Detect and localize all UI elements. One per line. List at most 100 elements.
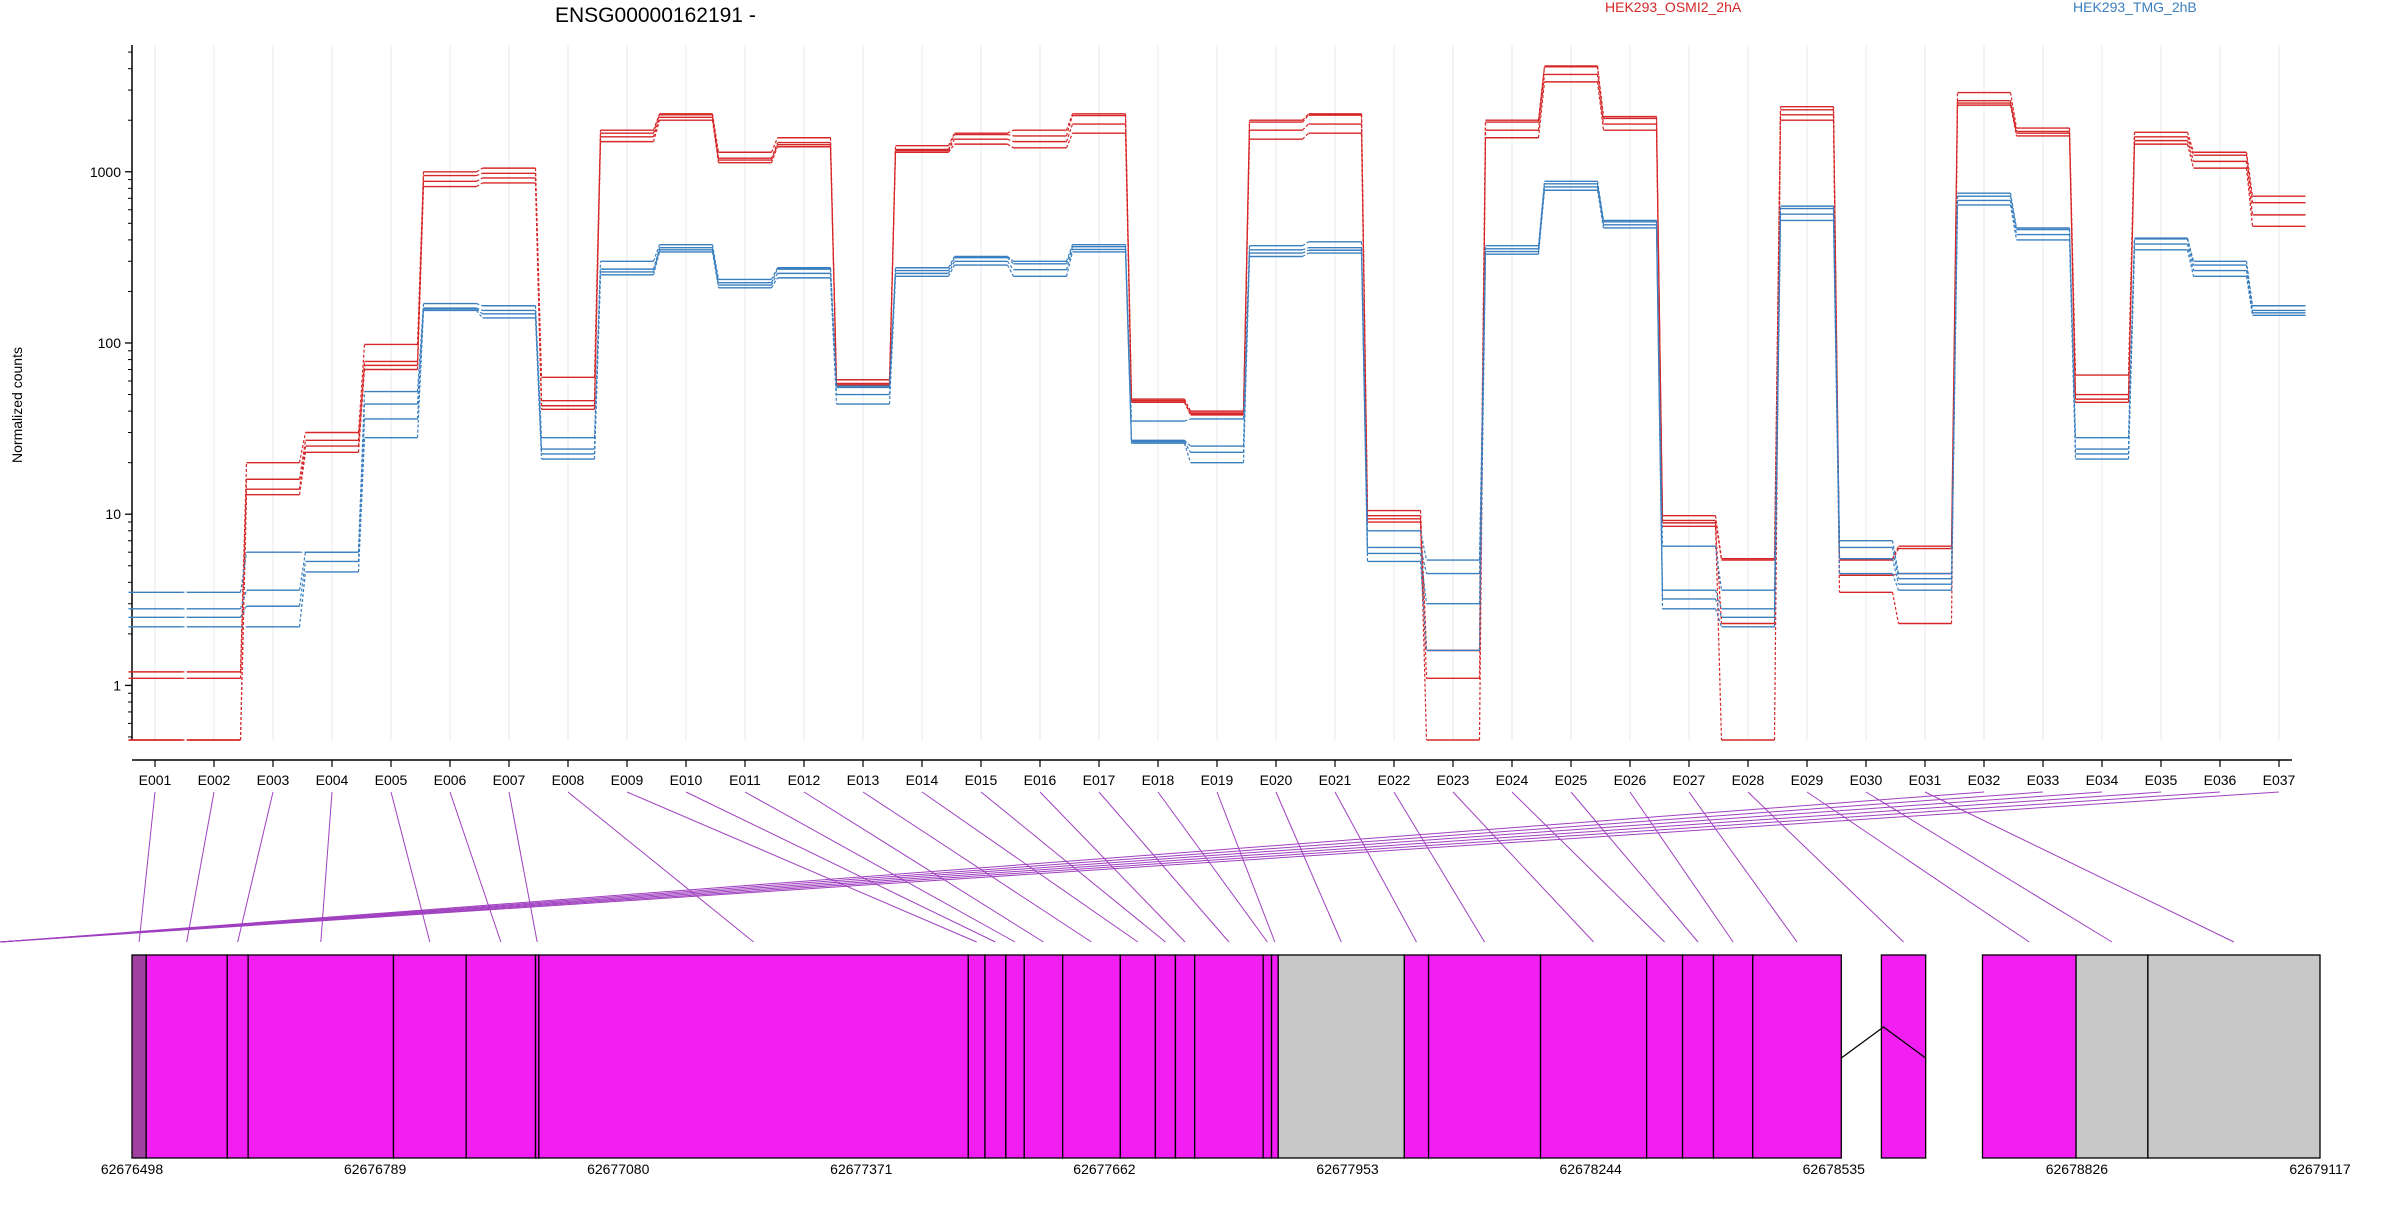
series-connector xyxy=(2245,161,2254,215)
x-tick-label-e037: E037 xyxy=(2263,772,2296,788)
series-connector xyxy=(1596,186,1605,225)
legend-entry-osmi2: HEK293_OSMI2_2hA xyxy=(1605,0,1742,15)
series-connector xyxy=(357,418,366,562)
x-tick-label-e021: E021 xyxy=(1319,772,1352,788)
series-connector xyxy=(1184,439,1191,447)
x-tick-label-e001: E001 xyxy=(139,772,172,788)
series-connector xyxy=(1537,186,1546,252)
x-axis-exon-labels: E001 E002 E003 E004 E005 E006 E007 E008 E009 E010… xyxy=(132,759,2296,788)
coord-label-4: 62677371 xyxy=(830,1161,893,1177)
series-connector xyxy=(2009,196,2018,230)
series-connector xyxy=(1302,132,1309,140)
x-tick-label-e003: E003 xyxy=(257,772,290,788)
series-connector xyxy=(1478,251,1487,604)
series-connector xyxy=(947,264,956,277)
series-connector xyxy=(1714,546,1723,591)
series-connector xyxy=(534,177,543,406)
series-connector xyxy=(298,561,307,607)
series-connector xyxy=(476,310,483,319)
x-tick-label-e011: E011 xyxy=(729,772,761,788)
series-connector xyxy=(652,117,661,137)
series-connector xyxy=(652,251,661,276)
series-connector xyxy=(1183,441,1192,453)
exon-block-15 xyxy=(1154,954,1177,1159)
series-connector xyxy=(476,172,483,177)
series-connector xyxy=(239,605,248,618)
series-connector xyxy=(829,144,838,385)
series-connector xyxy=(1124,124,1133,401)
connector-e030 xyxy=(1865,791,2113,943)
series-connector xyxy=(1065,113,1074,131)
series-connector xyxy=(948,143,955,153)
exon-block-18 xyxy=(1262,954,1273,1159)
series-connector xyxy=(1655,224,1664,599)
series-connector xyxy=(2009,102,2018,134)
series-connector xyxy=(1891,540,1900,574)
exon-block-10 xyxy=(984,954,1007,1159)
connector-e031 xyxy=(1924,791,2235,943)
series-connector xyxy=(770,267,779,280)
series-connector xyxy=(1360,253,1369,562)
series-connector xyxy=(652,120,661,142)
series-connector xyxy=(770,268,779,283)
connector-e020 xyxy=(1275,791,1342,943)
exon-block-22 xyxy=(1427,954,1542,1159)
series-connector xyxy=(2245,261,2254,306)
series-blue-8 xyxy=(128,186,2306,618)
series-connector xyxy=(2068,135,2077,403)
series-connector xyxy=(298,440,307,480)
connector-e033 xyxy=(0,791,2044,943)
series-connector xyxy=(1419,553,1428,604)
axes: 1 10 100 1000 xyxy=(90,45,133,740)
series-connector xyxy=(1302,252,1309,258)
series-connector xyxy=(1360,250,1369,554)
x-tick-label-e008: E008 xyxy=(552,772,585,788)
series-connector xyxy=(2186,140,2195,162)
series-connector xyxy=(1596,66,1605,119)
x-tick-label-e022: E022 xyxy=(1378,772,1411,788)
x-tick-label-e025: E025 xyxy=(1555,772,1588,788)
series-connector xyxy=(1007,260,1014,271)
x-tick-label-e005: E005 xyxy=(375,772,408,788)
series-connector xyxy=(2245,155,2254,203)
series-connector xyxy=(947,261,956,274)
coord-label-9: 62678826 xyxy=(2046,1161,2109,1177)
series-connector xyxy=(298,571,307,627)
series-connector xyxy=(476,307,483,311)
x-tick-label-e032: E032 xyxy=(1968,772,2001,788)
x-tick-label-e010: E010 xyxy=(670,772,703,788)
x-tick-label-e013: E013 xyxy=(847,772,880,788)
series-connector xyxy=(652,113,661,131)
connector-e021 xyxy=(1334,791,1417,943)
series-connector xyxy=(770,273,779,286)
connector-e013 xyxy=(862,791,1092,943)
exon-block-2 xyxy=(145,954,228,1159)
x-tick-label-e028: E028 xyxy=(1732,772,1765,788)
y-tick-label-10: 10 xyxy=(105,506,121,522)
series-connector xyxy=(1537,81,1546,138)
x-tick-label-e016: E016 xyxy=(1024,772,1057,788)
series-connector xyxy=(534,173,543,401)
x-tick-label-e029: E029 xyxy=(1791,772,1824,788)
series-connector xyxy=(770,277,779,289)
connector-e005 xyxy=(390,791,431,943)
x-tick-label-e015: E015 xyxy=(965,772,998,788)
series-connector xyxy=(2186,132,2195,153)
series-connector xyxy=(1419,547,1428,574)
exon-block-24 xyxy=(1645,954,1684,1159)
x-tick-label-e002: E002 xyxy=(198,772,231,788)
gridlines xyxy=(154,45,2280,740)
x-tick-label-e035: E035 xyxy=(2145,772,2178,788)
series-connector xyxy=(1007,257,1014,265)
genomic-coordinate-axis: 62676498 62676789 62677080 62677371 62677662… xyxy=(101,1161,2351,1177)
series-connector xyxy=(2068,133,2077,400)
connector-e008 xyxy=(567,791,754,943)
series-connector xyxy=(1891,558,1900,585)
series-connector xyxy=(1065,246,1074,265)
series-connector xyxy=(888,150,897,385)
series-connector xyxy=(1891,573,1900,591)
connector-e004 xyxy=(320,791,333,943)
series-connector xyxy=(2186,243,2195,271)
series-connector xyxy=(1360,124,1369,519)
x-tick-label-e030: E030 xyxy=(1850,772,1883,788)
